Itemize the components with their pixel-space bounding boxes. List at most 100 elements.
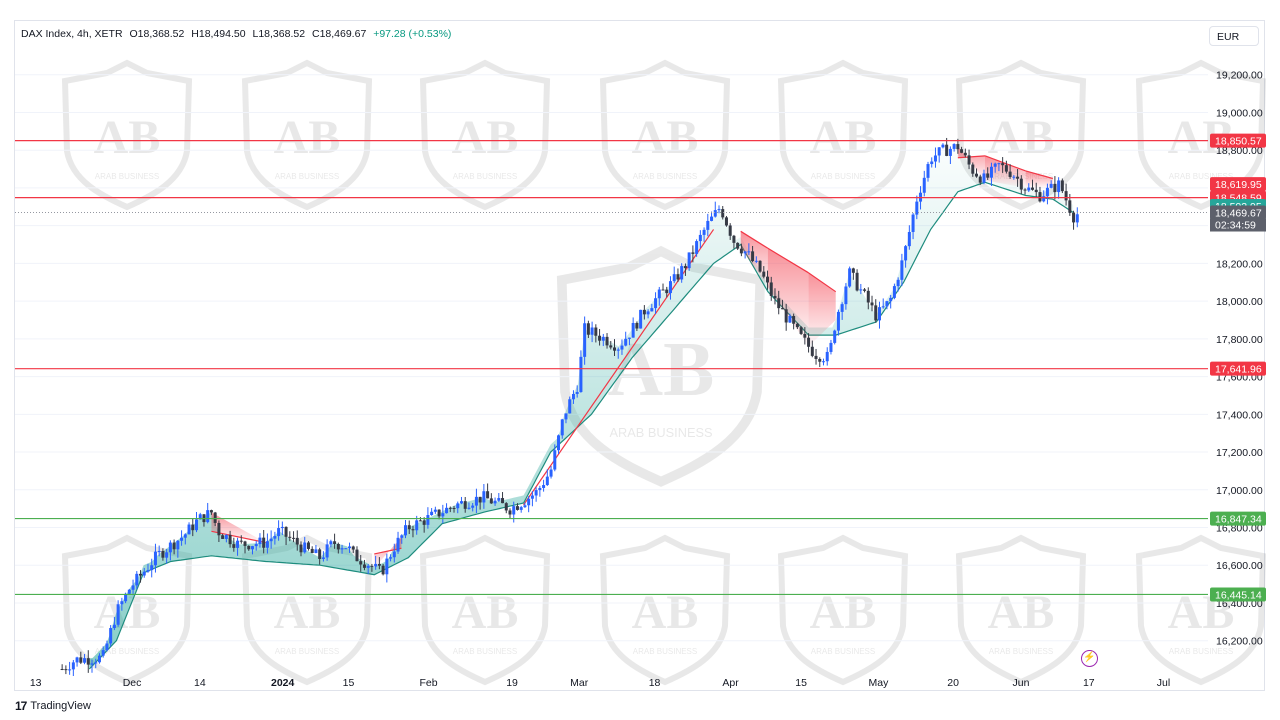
candle-body xyxy=(676,274,680,280)
tradingview-footer[interactable]: 17 TradingView xyxy=(15,699,91,713)
candle-body xyxy=(668,281,672,294)
candle-body xyxy=(448,507,452,509)
x-tick-label: 18 xyxy=(649,677,661,689)
candle-body xyxy=(333,541,337,544)
candle-body xyxy=(848,268,852,287)
candle-body xyxy=(191,524,195,531)
x-tick-label: 19 xyxy=(506,677,518,689)
candle-body xyxy=(445,507,449,514)
candle-body xyxy=(512,506,516,515)
candle-body xyxy=(437,509,441,517)
candle-body xyxy=(523,505,527,508)
high-value: H18,494.50 xyxy=(191,28,246,40)
candle-body xyxy=(1001,163,1005,166)
candle-body xyxy=(1064,191,1068,201)
level-price-tag: 17,641.96 xyxy=(1215,364,1262,376)
candle-body xyxy=(415,520,419,531)
candle-body xyxy=(314,549,318,553)
candle-body xyxy=(836,311,840,331)
candle-body xyxy=(631,322,635,338)
candle-body xyxy=(922,177,926,193)
candle-body xyxy=(739,248,743,254)
bull-cloud xyxy=(89,146,1074,669)
candle-body xyxy=(594,327,598,336)
candle-body xyxy=(810,346,814,356)
candle-body xyxy=(262,537,266,548)
y-tick-label: 17,400.00 xyxy=(1216,409,1263,421)
candle-body xyxy=(139,573,143,576)
candle-body xyxy=(165,552,169,558)
candle-body xyxy=(284,526,288,537)
bear-cloud xyxy=(740,231,768,287)
candle-body xyxy=(135,573,139,586)
candle-body xyxy=(295,537,299,545)
flash-alert-icon[interactable]: ⚡ xyxy=(1081,650,1098,667)
candle-body xyxy=(150,565,154,571)
candle-body xyxy=(221,535,225,539)
candle-body xyxy=(269,538,273,542)
candle-body xyxy=(94,662,98,664)
candle-body xyxy=(213,512,217,523)
candle-body xyxy=(997,163,1001,165)
candle-body xyxy=(941,144,945,148)
candle-body xyxy=(792,315,796,324)
candle-body xyxy=(124,593,128,602)
candle-body xyxy=(489,498,493,504)
candle-body xyxy=(153,551,157,566)
candle-body xyxy=(515,506,519,510)
x-tick-label: 20 xyxy=(947,677,959,689)
candle-body xyxy=(206,510,210,523)
chart-frame[interactable]: ARAB BUSINESS AB ARAB BUSINESS AB ARAB BUSIN… xyxy=(14,20,1266,692)
candle-body xyxy=(112,624,116,629)
candle-body xyxy=(777,298,781,309)
candle-body xyxy=(236,540,240,548)
candle-body xyxy=(493,500,497,504)
candle-body xyxy=(840,304,844,312)
candle-body xyxy=(952,144,956,149)
svg-text:AB: AB xyxy=(274,111,341,164)
candle-body xyxy=(583,323,587,357)
candle-body xyxy=(769,282,773,296)
candle-body xyxy=(228,534,232,545)
candle-body xyxy=(370,565,374,567)
candle-body xyxy=(788,315,792,323)
candle-body xyxy=(530,495,534,499)
candle-body xyxy=(486,491,490,499)
candle-body xyxy=(86,658,90,665)
candle-body xyxy=(960,149,964,153)
candle-body xyxy=(217,522,221,536)
y-tick-label: 16,600.00 xyxy=(1216,560,1263,572)
candle-body xyxy=(198,514,202,520)
candle-body xyxy=(355,549,359,562)
candle-body xyxy=(374,563,378,567)
candle-body xyxy=(243,541,247,546)
symbol-name[interactable]: DAX Index, 4h, XETR xyxy=(21,28,123,40)
price-chart[interactable]: ARAB BUSINESS AB ARAB BUSINESS AB ARAB BUSIN… xyxy=(15,21,1266,692)
close-value: C18,469.67 xyxy=(311,28,367,40)
candle-body xyxy=(534,490,538,496)
candle-body xyxy=(120,601,124,605)
candle-body xyxy=(780,308,784,310)
candle-body xyxy=(549,469,553,477)
candle-body xyxy=(642,309,646,315)
svg-text:ARAB BUSINESS: ARAB BUSINESS xyxy=(453,172,517,181)
candle-body xyxy=(930,161,934,165)
candle-body xyxy=(433,509,437,512)
candle-body xyxy=(250,546,254,550)
candle-body xyxy=(83,658,87,663)
candle-body xyxy=(1031,187,1034,190)
candle-body xyxy=(1034,189,1038,193)
candle-body xyxy=(706,220,710,230)
x-tick-label: 17 xyxy=(1083,677,1095,689)
candle-body xyxy=(418,520,422,522)
candle-body xyxy=(232,544,236,548)
candle-body xyxy=(504,503,508,511)
currency-selector[interactable]: EUR xyxy=(1209,26,1259,46)
candle-body xyxy=(863,289,867,291)
change-value: +97.28 (+0.53%) xyxy=(373,28,452,40)
countdown-bg xyxy=(1210,218,1266,232)
cloud-upper-line xyxy=(740,230,769,249)
